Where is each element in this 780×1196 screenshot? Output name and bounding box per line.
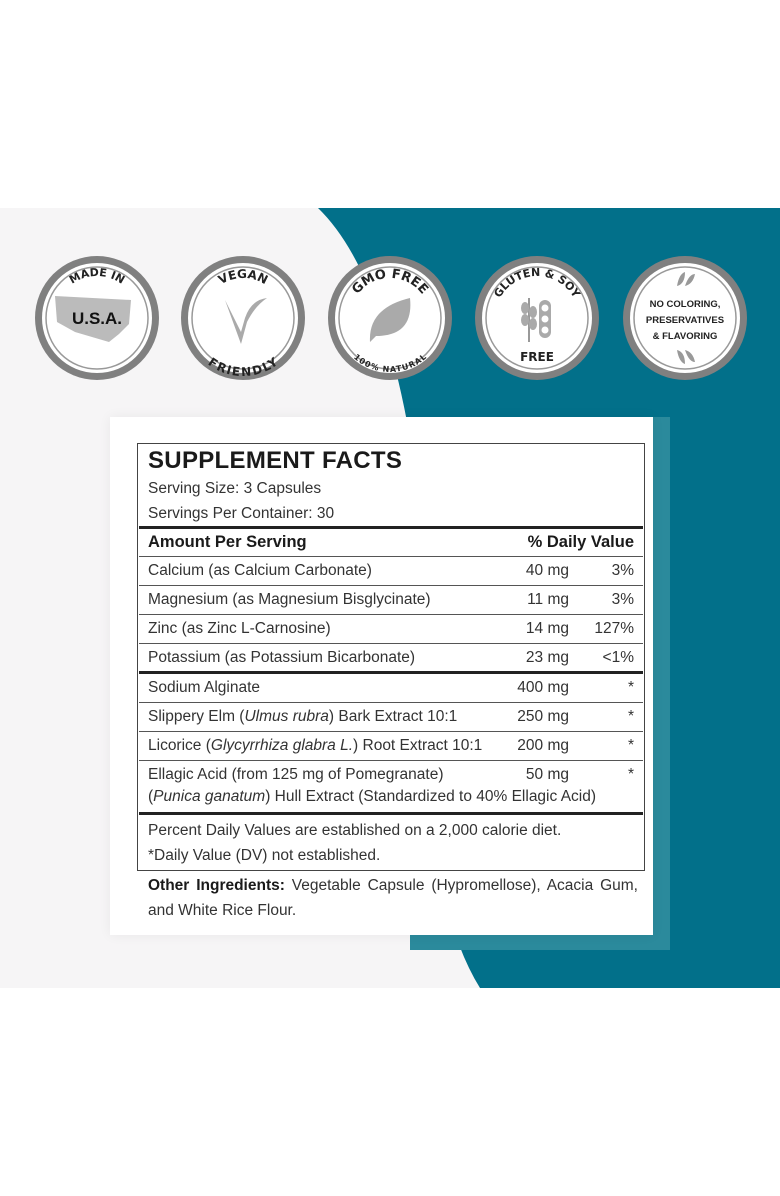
ingredient-name: Licorice (Glycyrrhiza glabra L.) Root Ex… bbox=[148, 737, 483, 754]
svg-text:PRESERVATIVES: PRESERVATIVES bbox=[646, 315, 724, 326]
ingredient-dv: * bbox=[627, 679, 634, 696]
nutrient-dv: 3% bbox=[611, 562, 634, 579]
header-daily-value: % Daily Value bbox=[527, 533, 634, 551]
v-leaf-icon bbox=[225, 298, 267, 344]
supplement-facts-card: SUPPLEMENT FACTS Serving Size: 3 Capsule… bbox=[110, 417, 653, 935]
leaves-icon bbox=[677, 272, 695, 364]
nutrient-amount: 11 mg bbox=[527, 591, 569, 608]
svg-text:VEGAN: VEGAN bbox=[216, 267, 270, 287]
ingredient-row: Licorice (Glycyrrhiza glabra L.) Root Ex… bbox=[139, 732, 643, 761]
ingredient-name: Sodium Alginate bbox=[148, 679, 261, 696]
badge-gluten-soy-free: GLUTEN & SOY FREE bbox=[475, 256, 599, 380]
table-header: Amount Per Serving % Daily Value bbox=[139, 529, 643, 557]
ingredient-dv: * bbox=[627, 766, 634, 783]
footnote-not-established: *Daily Value (DV) not established. bbox=[148, 847, 381, 864]
nutrient-dv: <1% bbox=[602, 649, 634, 666]
ingredient-name: Slippery Elm (Ulmus rubra) Bark Extract … bbox=[148, 708, 458, 725]
nutrient-name: Potassium (as Potassium Bicarbonate) bbox=[148, 649, 416, 666]
nutrient-name: Magnesium (as Magnesium Bisglycinate) bbox=[148, 591, 431, 608]
svg-text:& FLAVORING: & FLAVORING bbox=[653, 331, 718, 342]
ingredient-name: Ellagic Acid (from 125 mg of Pomegranate… bbox=[148, 766, 444, 783]
nutrient-name: Calcium (as Calcium Carbonate) bbox=[148, 562, 372, 579]
footnote-dv: Percent Daily Values are established on … bbox=[148, 822, 562, 839]
nutrient-dv: 127% bbox=[594, 620, 634, 637]
nutrient-amount: 23 mg bbox=[525, 649, 569, 666]
supplement-facts-table: SUPPLEMENT FACTS Serving Size: 3 Capsule… bbox=[137, 443, 645, 871]
divider bbox=[139, 526, 643, 529]
other-ingredients-text: Vegetable Capsule (Hypromellose), Acacia… bbox=[148, 877, 638, 919]
svg-text:FREE: FREE bbox=[520, 350, 554, 364]
usa-flag-map-icon bbox=[55, 296, 131, 342]
header-amount: Amount Per Serving bbox=[148, 533, 307, 551]
ingredient-dv: * bbox=[627, 737, 634, 754]
ingredient-amount: 250 mg bbox=[517, 708, 569, 725]
ingredient-row: Ellagic Acid (from 125 mg of Pomegranate… bbox=[139, 761, 643, 789]
svg-text:U.S.A.: U.S.A. bbox=[72, 309, 122, 328]
ingredient-dv: * bbox=[627, 708, 634, 725]
nutrient-row: Magnesium (as Magnesium Bisglycinate) 11 … bbox=[139, 586, 643, 615]
ellagic-continuation: (Punica ganatum) Hull Extract (Standardi… bbox=[148, 788, 597, 805]
ingredient-row: Sodium Alginate 400 mg * bbox=[139, 674, 643, 703]
nutrient-amount: 40 mg bbox=[525, 562, 569, 579]
divider bbox=[139, 812, 643, 815]
wheat-soy-icon bbox=[521, 298, 551, 342]
badge-vegan-friendly: VEGAN FRIENDLY bbox=[181, 256, 305, 380]
badge-made-in-usa: MADE IN U.S.A. bbox=[35, 256, 159, 380]
nutrient-amount: 14 mg bbox=[525, 620, 569, 637]
ingredient-amount: 400 mg bbox=[517, 679, 569, 696]
svg-text:NO COLORING,: NO COLORING, bbox=[650, 299, 721, 310]
nutrient-row: Potassium (as Potassium Bicarbonate) 23 m… bbox=[139, 644, 643, 672]
other-ingredients: Other Ingredients: Vegetable Capsule (Hy… bbox=[148, 873, 638, 923]
nutrient-row: Zinc (as Zinc L-Carnosine) 14 mg 127% bbox=[139, 615, 643, 644]
other-ingredients-label: Other Ingredients: bbox=[148, 877, 285, 894]
ingredient-row: Slippery Elm (Ulmus rubra) Bark Extract … bbox=[139, 703, 643, 732]
badge-no-coloring: NO COLORING, PRESERVATIVES & FLAVORING bbox=[623, 256, 747, 380]
nutrient-name: Zinc (as Zinc L-Carnosine) bbox=[148, 620, 331, 637]
leaf-icon bbox=[369, 298, 411, 342]
servings-per-container: Servings Per Container: 30 bbox=[148, 505, 335, 522]
nutrient-row: Calcium (as Calcium Carbonate) 40 mg 3% bbox=[139, 557, 643, 586]
divider bbox=[139, 671, 643, 674]
serving-size: Serving Size: 3 Capsules bbox=[148, 480, 322, 497]
ingredient-amount: 50 mg bbox=[525, 766, 569, 783]
ingredient-amount: 200 mg bbox=[517, 737, 569, 754]
facts-title: SUPPLEMENT FACTS bbox=[148, 447, 403, 474]
nutrient-dv: 3% bbox=[611, 591, 634, 608]
badge-gmo-free: GMO FREE 100% NATURAL bbox=[328, 256, 452, 380]
footnotes: Percent Daily Values are established on … bbox=[148, 815, 634, 870]
